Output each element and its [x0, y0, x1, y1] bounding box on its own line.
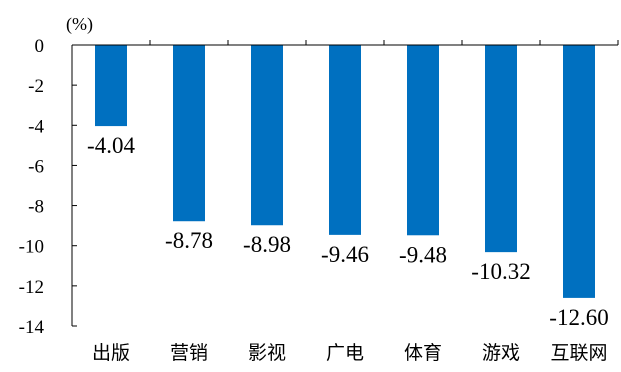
y-tick-label: -12	[19, 277, 44, 298]
bar	[563, 45, 595, 298]
bar	[485, 45, 517, 253]
y-tick-label: -8	[28, 197, 44, 218]
bar	[251, 45, 283, 226]
y-tick-label: -10	[19, 237, 44, 258]
data-label: -4.04	[87, 133, 135, 158]
bars	[95, 45, 595, 298]
data-labels: -4.04 -8.78 -8.98 -9.46 -9.48 -10.32 -12.60	[87, 133, 609, 330]
bar	[329, 45, 361, 235]
category-labels: 出版 营销 影视 广电 体育 游戏 互联网	[92, 342, 608, 364]
y-tick-label: 0	[35, 36, 45, 57]
category-label: 游戏	[482, 342, 520, 364]
bar	[407, 45, 439, 236]
data-label: -9.48	[399, 242, 447, 267]
category-label: 出版	[92, 342, 130, 364]
y-tick-label: -14	[19, 317, 45, 338]
y-tick-label: -2	[28, 76, 44, 97]
data-label: -9.46	[321, 242, 369, 267]
data-label: -12.60	[549, 305, 608, 330]
category-label: 广电	[326, 342, 364, 364]
category-label: 影视	[248, 342, 286, 364]
category-label: 营销	[170, 342, 208, 364]
bar	[173, 45, 205, 222]
category-label: 体育	[404, 342, 442, 364]
data-label: -10.32	[471, 259, 530, 284]
y-axis-ticks: 0 -2 -4 -6 -8 -10 -12 -14	[19, 36, 77, 338]
data-label: -8.98	[243, 232, 291, 257]
data-label: -8.78	[165, 228, 213, 253]
y-tick-label: -6	[28, 156, 44, 177]
y-unit-label: (%)	[66, 14, 93, 35]
category-label: 互联网	[550, 342, 607, 364]
y-tick-label: -4	[28, 116, 44, 137]
bar	[95, 45, 127, 127]
axes	[71, 40, 619, 326]
